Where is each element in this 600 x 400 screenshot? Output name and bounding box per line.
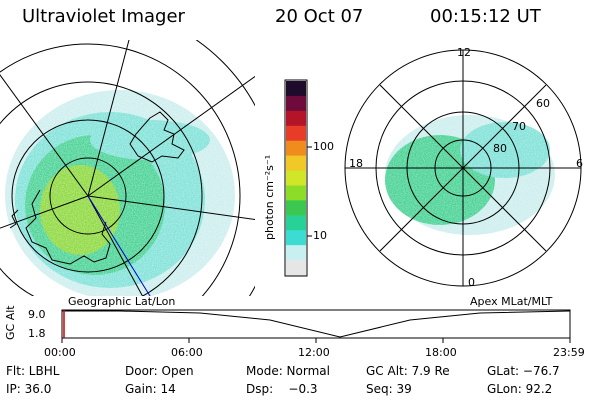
status-flt: Flt: LBHL	[6, 364, 60, 378]
time-axis-ticks	[61, 338, 571, 343]
altitude-plot	[61, 309, 571, 343]
colorbar-tick-100: 100	[313, 140, 334, 153]
date-label: 20 Oct 07	[275, 6, 364, 27]
colorbar-segment	[286, 81, 306, 97]
colorbar-segment	[286, 245, 306, 261]
colorbar	[284, 79, 312, 277]
status-glat: GLat: −76.7	[487, 364, 560, 378]
colorbar-segment	[286, 125, 306, 142]
longitude-lines	[0, 40, 255, 296]
satellite-track	[87, 195, 151, 296]
mlt-label-12: 12	[457, 46, 471, 59]
altitude-ytick-high: 9.0	[28, 308, 46, 321]
colorbar-segment	[286, 155, 306, 172]
colorbar-segment	[286, 95, 306, 112]
status-door: Door: Open	[125, 364, 194, 378]
time-tick-0: 00:00	[44, 346, 76, 359]
status-gain: Gain: 14	[125, 382, 176, 396]
colorbar-segment	[286, 170, 306, 186]
altitude-frame	[61, 309, 571, 339]
time-tick-end: 23:59	[553, 346, 585, 359]
mlat-label-60: 60	[536, 97, 550, 110]
colorbar-unit-label: photon cm⁻²s⁻¹	[263, 154, 276, 240]
altitude-curve	[62, 310, 571, 338]
geographic-caption: Geographic Lat/Lon	[68, 295, 176, 308]
apex-polar-map	[344, 49, 582, 287]
colorbar-segment	[286, 215, 306, 231]
status-ip: IP: 36.0	[6, 382, 52, 396]
mlat-label-70: 70	[512, 120, 526, 133]
colorbar-segment	[286, 260, 306, 276]
status-mode: Mode: Normal	[246, 364, 330, 378]
time-tick-18: 18:00	[425, 346, 457, 359]
geographic-map	[0, 40, 255, 296]
mlt-label-6: 6	[576, 157, 583, 170]
altitude-ytick-low: 1.8	[28, 327, 46, 340]
coastline	[9, 111, 185, 265]
colorbar-segment	[286, 185, 306, 201]
mlt-label-18: 18	[349, 157, 363, 170]
status-dsp: Dsp: −0.3	[246, 382, 318, 396]
instrument-title: Ultraviolet Imager	[22, 6, 185, 27]
status-gc-alt: GC Alt: 7.9 Re	[366, 364, 450, 378]
status-seq: Seq: 39	[366, 382, 412, 396]
apex-caption: Apex MLat/MLT	[470, 295, 553, 308]
colorbar-segment	[286, 200, 306, 216]
latitude-circles	[0, 40, 255, 296]
mlt-label-0: 0	[468, 276, 475, 289]
colorbar-tick-10: 10	[313, 229, 327, 242]
colorbar-segment	[286, 140, 306, 157]
colorbar-segment	[286, 110, 306, 127]
colorbar-segment	[286, 230, 306, 246]
time-tick-12: 12:00	[298, 346, 330, 359]
time-tick-6: 06:00	[171, 346, 203, 359]
altitude-ylabel: GC Alt	[4, 305, 17, 340]
status-glon: GLon: 92.2	[487, 382, 553, 396]
mlat-label-80: 80	[493, 142, 507, 155]
time-label: 00:15:12 UT	[430, 6, 541, 27]
mlt-lines	[345, 50, 581, 286]
